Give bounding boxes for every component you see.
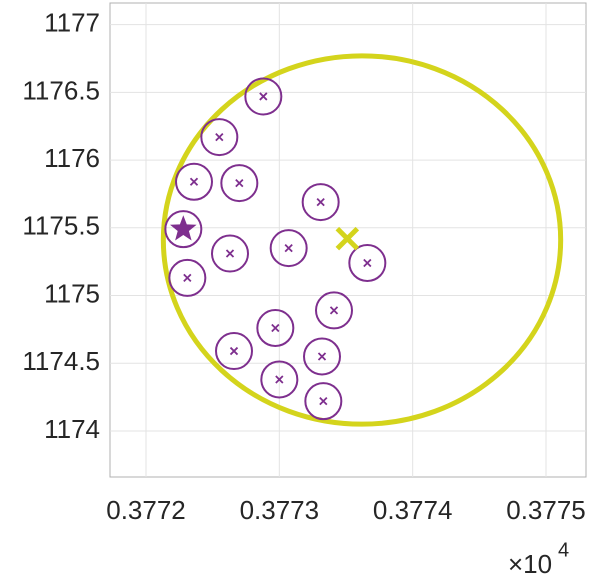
x-tick-label: 0.3774 xyxy=(373,495,453,525)
y-tick-label: 1175.5 xyxy=(22,211,100,241)
y-tick-label: 1177 xyxy=(44,8,100,38)
point xyxy=(348,244,387,283)
x-marker xyxy=(335,226,360,251)
point-ring xyxy=(244,77,283,116)
point-ring xyxy=(164,210,203,249)
y-tick-label: 1174.5 xyxy=(22,346,100,376)
point xyxy=(220,164,259,203)
x-marker xyxy=(319,397,328,406)
point-ring xyxy=(168,258,207,297)
x-marker xyxy=(316,197,325,207)
point-ring xyxy=(200,118,239,157)
point-ring xyxy=(304,382,343,421)
point-ring xyxy=(269,229,308,268)
point-ring xyxy=(260,360,299,399)
x-marker xyxy=(225,249,235,258)
x-marker xyxy=(235,178,244,188)
point-ring xyxy=(215,332,253,371)
x-multiplier-exponent: 4 xyxy=(558,539,569,561)
y-tick-label: 1174 xyxy=(44,414,100,444)
point-ring xyxy=(256,309,295,348)
y-tick-label: 1175 xyxy=(44,278,100,308)
point xyxy=(244,77,283,116)
point-ring xyxy=(315,291,353,330)
point-ring xyxy=(348,244,387,283)
star-marker xyxy=(170,215,197,241)
point-ring xyxy=(220,164,259,203)
point xyxy=(315,291,353,330)
circle-boundary xyxy=(160,53,564,427)
x-tick-label: 0.3772 xyxy=(106,495,186,525)
point xyxy=(168,258,207,297)
y-tick-label: 1176.5 xyxy=(22,75,100,105)
point-ring xyxy=(303,337,341,376)
x-tick-label: 0.3775 xyxy=(506,495,586,525)
x-marker xyxy=(363,258,372,268)
x-marker xyxy=(271,323,280,333)
x-marker xyxy=(183,273,192,283)
x-marker xyxy=(215,132,224,142)
x-marker xyxy=(284,243,293,253)
x-tick-label: 0.3773 xyxy=(240,495,320,525)
point xyxy=(164,210,203,249)
point xyxy=(269,229,308,268)
point-ring xyxy=(175,162,213,201)
point-ring xyxy=(211,234,249,273)
x-marker xyxy=(317,352,327,361)
point xyxy=(256,309,295,348)
point-ring xyxy=(301,183,340,222)
x-marker xyxy=(259,92,268,101)
point xyxy=(301,183,340,222)
point xyxy=(303,337,341,376)
point xyxy=(260,360,299,399)
point xyxy=(335,226,360,251)
y-tick-label: 1176 xyxy=(44,143,100,173)
x-multiplier: ×10 xyxy=(508,549,552,577)
x-marker xyxy=(275,375,284,384)
x-marker xyxy=(329,306,339,315)
point xyxy=(211,234,249,273)
point xyxy=(175,162,213,201)
point xyxy=(215,332,253,371)
point xyxy=(200,118,239,157)
point xyxy=(304,382,343,421)
x-marker xyxy=(189,177,199,186)
x-marker xyxy=(229,346,239,356)
